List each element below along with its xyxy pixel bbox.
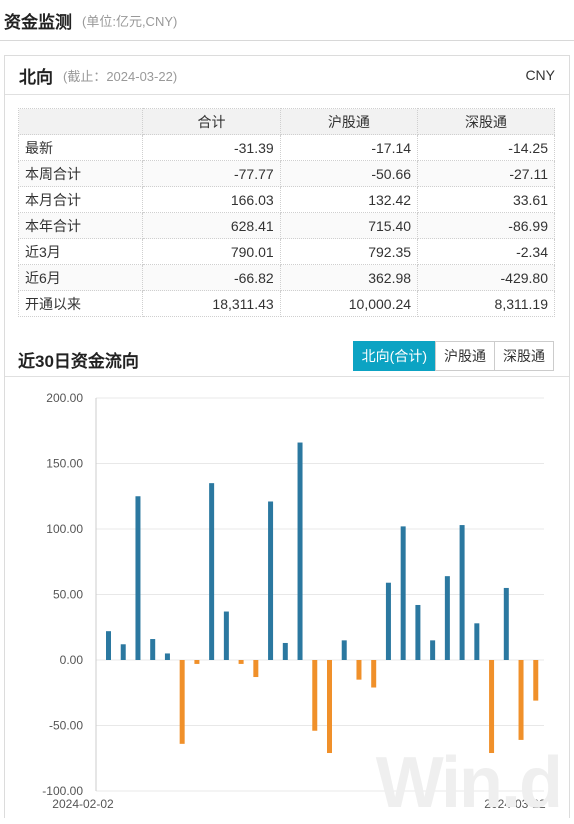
y-tick-label: -100.00 xyxy=(42,784,83,798)
bar xyxy=(297,442,303,660)
bar xyxy=(268,501,274,660)
bar xyxy=(489,660,495,754)
shanghai-cell: -50.66 xyxy=(279,160,419,187)
bar xyxy=(312,660,318,731)
bar xyxy=(400,526,406,660)
total-cell: -66.82 xyxy=(142,264,281,291)
wind-watermark: Win.d xyxy=(375,743,563,823)
bar xyxy=(474,623,480,660)
total-cell: 628.41 xyxy=(142,212,281,239)
card-title: 北向 xyxy=(19,67,53,87)
currency-label: CNY xyxy=(525,67,555,83)
bar xyxy=(385,582,391,660)
column-header: 沪股通 xyxy=(279,108,419,135)
y-tick-label: 150.00 xyxy=(46,457,83,471)
bar xyxy=(444,576,450,660)
bar xyxy=(356,660,362,680)
total-cell: 790.01 xyxy=(142,238,281,265)
flow-bar-chart: 200.00 150.00 100.00 50.00 0.00 -50.00 -100.00… xyxy=(42,391,546,811)
shanghai-cell: -17.14 xyxy=(279,134,419,161)
y-tick-label: 100.00 xyxy=(46,522,83,536)
x-tick-label: 2024-03-22 xyxy=(484,797,546,811)
row-label: 近6月 xyxy=(17,264,144,291)
tab-shenzhen-connect[interactable]: 深股通 xyxy=(494,341,554,371)
bar xyxy=(341,640,347,660)
x-tick-label: 2024-02-02 xyxy=(52,797,114,811)
flow-summary-table: 合计 沪股通 深股通 最新 -31.39 -17.14 -14.25 本周合计 … xyxy=(17,108,555,317)
table-row: 本年合计 628.41 715.40 -86.99 xyxy=(17,212,555,239)
y-tick-label: 200.00 xyxy=(46,391,83,405)
bar xyxy=(120,644,126,660)
bar xyxy=(194,660,200,664)
table-row: 开通以来 18,311.43 10,000.24 8,311.19 xyxy=(17,290,555,317)
table-row: 本月合计 166.03 132.42 33.61 xyxy=(17,186,555,213)
bar xyxy=(371,660,377,688)
bar xyxy=(459,525,465,660)
row-label: 本周合计 xyxy=(17,160,144,187)
chart-title: 近30日资金流向 xyxy=(18,352,139,371)
bar xyxy=(106,631,111,660)
bar xyxy=(135,496,141,660)
total-cell: 18,311.43 xyxy=(142,290,281,317)
table-row: 最新 -31.39 -17.14 -14.25 xyxy=(17,134,555,161)
shenzhen-cell: 8,311.19 xyxy=(417,290,555,317)
northbound-card: 北向 (截止：2024-03-22) CNY 合计 沪股通 深股通 最新 -31… xyxy=(4,55,570,823)
shanghai-cell: 715.40 xyxy=(279,212,419,239)
column-header xyxy=(17,108,144,135)
y-tick-label: 0.00 xyxy=(60,653,84,667)
table-row: 本周合计 -77.77 -50.66 -27.11 xyxy=(17,160,555,187)
shenzhen-cell: -27.11 xyxy=(417,160,555,187)
bar xyxy=(150,639,156,660)
row-label: 本年合计 xyxy=(17,212,144,239)
shanghai-cell: 792.35 xyxy=(279,238,419,265)
bar xyxy=(533,660,539,701)
table-row: 近6月 -66.82 362.98 -429.80 xyxy=(17,264,555,291)
column-header: 合计 xyxy=(142,108,281,135)
bar xyxy=(209,483,215,660)
y-tick-label: 50.00 xyxy=(53,588,83,602)
y-tick-label: -50.00 xyxy=(49,719,83,733)
bar xyxy=(253,660,259,678)
row-label: 本月合计 xyxy=(17,186,144,213)
shanghai-cell: 132.42 xyxy=(279,186,419,213)
column-header: 深股通 xyxy=(417,108,555,135)
bar xyxy=(164,653,170,660)
shenzhen-cell: -429.80 xyxy=(417,264,555,291)
bar xyxy=(503,587,509,660)
tab-shanghai-connect[interactable]: 沪股通 xyxy=(435,341,495,371)
bar xyxy=(179,660,185,744)
tab-northbound-total[interactable]: 北向(合计) xyxy=(352,341,436,371)
bar xyxy=(415,604,421,660)
table-row: 近3月 790.01 792.35 -2.34 xyxy=(17,238,555,265)
top-header: 资金监测 (单位:亿元,CNY) xyxy=(0,0,574,41)
total-cell: 166.03 xyxy=(142,186,281,213)
bar xyxy=(238,660,244,664)
row-label: 开通以来 xyxy=(17,290,144,317)
shanghai-cell: 362.98 xyxy=(279,264,419,291)
bar xyxy=(430,640,436,660)
shenzhen-cell: -86.99 xyxy=(417,212,555,239)
bar xyxy=(223,611,229,660)
bar xyxy=(518,660,524,740)
shenzhen-cell: -14.25 xyxy=(417,134,555,161)
unit-label: (单位:亿元,CNY) xyxy=(82,13,178,29)
flow-tabs: 北向(合计) 沪股通 深股通 xyxy=(352,341,554,371)
row-label: 最新 xyxy=(17,134,144,161)
card-header: 北向 (截止：2024-03-22) CNY xyxy=(5,56,569,95)
bar xyxy=(282,642,288,660)
row-label: 近3月 xyxy=(17,238,144,265)
shenzhen-cell: 33.61 xyxy=(417,186,555,213)
total-cell: -77.77 xyxy=(142,160,281,187)
table-header-row: 合计 沪股通 深股通 xyxy=(17,108,555,135)
chart-header: 近30日资金流向 北向(合计) 沪股通 深股通 xyxy=(5,340,569,377)
total-cell: -31.39 xyxy=(142,134,281,161)
shenzhen-cell: -2.34 xyxy=(417,238,555,265)
bar xyxy=(327,660,332,754)
cutoff-date: (截止：2024-03-22) xyxy=(63,68,178,84)
page-title: 资金监测 xyxy=(4,12,72,32)
shanghai-cell: 10,000.24 xyxy=(279,290,419,317)
